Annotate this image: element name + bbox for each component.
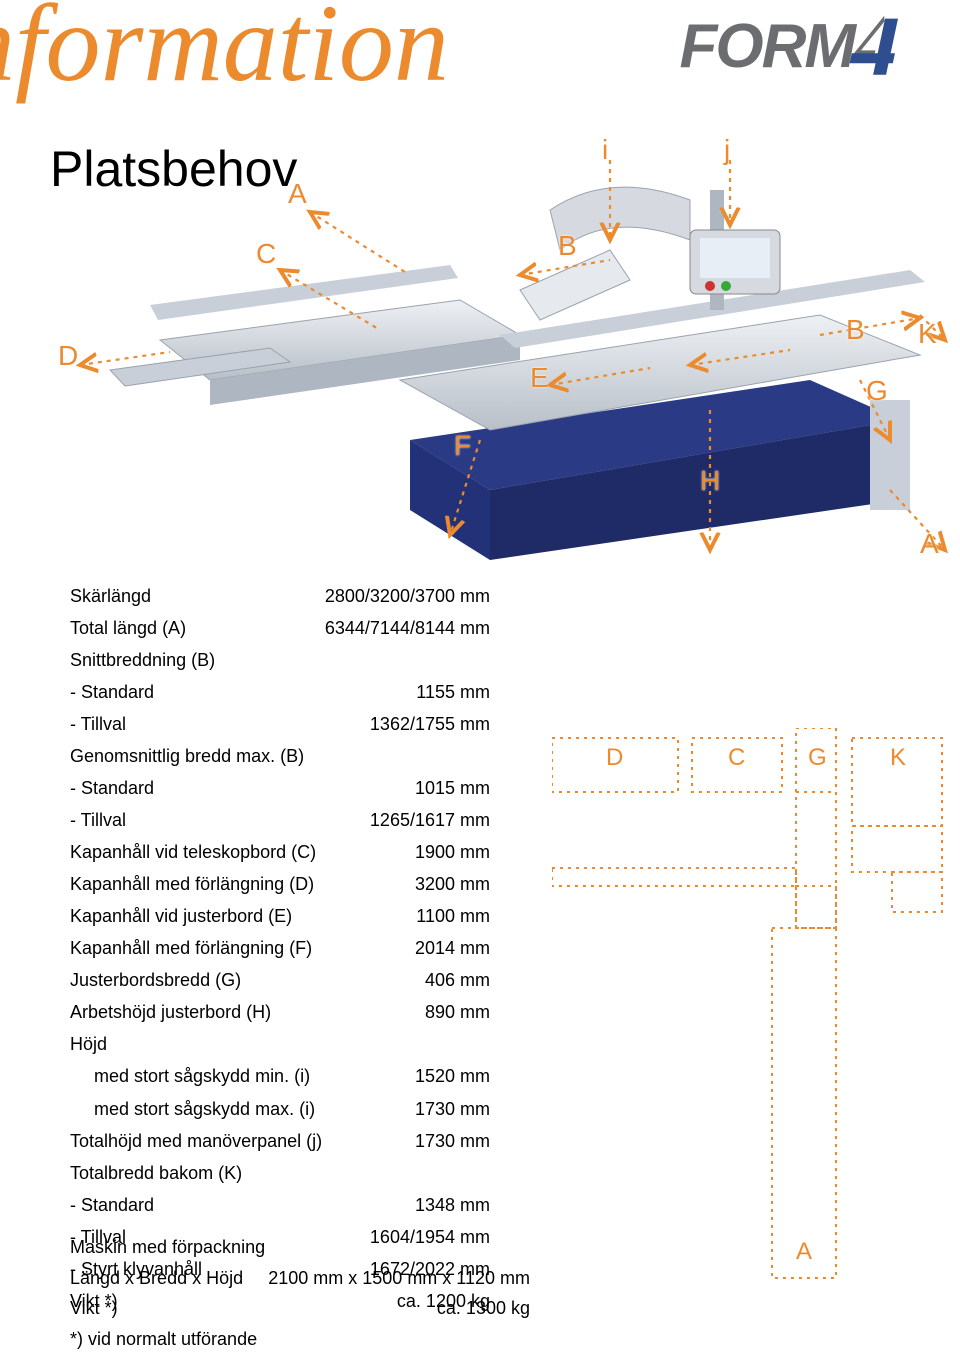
spec-label: Höjd — [70, 1028, 107, 1060]
spec-label: Arbetshöjd justerbord (H) — [70, 996, 271, 1028]
packing-value: 2100 mm x 1500 mm x 1120 mm — [268, 1263, 530, 1294]
dim-label-H: H — [700, 465, 720, 497]
dim-label-A-bottom: A — [920, 528, 939, 560]
spec-label: Total längd (A) — [70, 612, 186, 644]
spec-value: 1520 mm — [415, 1060, 490, 1092]
fp-label-C: C — [728, 744, 745, 772]
spec-row: - Standard 1015 mm — [70, 772, 490, 804]
spec-row: Kapanhåll med förlängning (D) 3200 mm — [70, 868, 490, 900]
brand-logo: FORM — [679, 10, 920, 82]
spec-value: 1100 mm — [416, 900, 490, 932]
fp-label-A: A — [796, 1238, 812, 1266]
packing-info: Maskin med förpackning Längd x Bredd x H… — [70, 1232, 530, 1354]
spec-row: - Tillval 1362/1755 mm — [70, 708, 490, 740]
spec-label: Totalbredd bakom (K) — [70, 1157, 242, 1189]
packing-title: Maskin med förpackning — [70, 1232, 530, 1263]
spec-value: 1900 mm — [415, 836, 490, 868]
spec-label: - Standard — [70, 676, 154, 708]
spec-value: 3200 mm — [415, 868, 490, 900]
spec-row: Totalbredd bakom (K) — [70, 1157, 490, 1189]
logo-text: FORM — [679, 11, 854, 82]
dim-label-B: B — [846, 314, 865, 346]
spec-row: Snittbreddning (B) — [70, 644, 490, 676]
dim-label-E: E — [530, 362, 549, 394]
dim-label-B-mid: B — [558, 230, 577, 262]
spec-label: med stort sågskydd min. (i) — [70, 1060, 310, 1092]
packing-row: Vikt *) ca. 1300 kg — [70, 1293, 530, 1324]
spec-row: Total längd (A) 6344/7144/8144 mm — [70, 612, 490, 644]
specs-table: Skärlängd2800/3200/3700 mmTotal längd (A… — [70, 580, 490, 1317]
spec-label: Kapanhåll med förlängning (F) — [70, 932, 312, 964]
spec-label: Kapanhåll med förlängning (D) — [70, 868, 314, 900]
spec-row: - Tillval 1265/1617 mm — [70, 804, 490, 836]
fp-label-G: G — [808, 744, 827, 772]
spec-row: Genomsnittlig bredd max. (B) — [70, 740, 490, 772]
packing-value: ca. 1300 kg — [437, 1293, 530, 1324]
spec-row: Kapanhåll vid teleskopbord (C) 1900 mm — [70, 836, 490, 868]
spec-row: Totalhöjd med manöverpanel (j) 1730 mm — [70, 1125, 490, 1157]
packing-label: Längd x Bredd x Höjd — [70, 1263, 243, 1294]
spec-row: Justerbordsbredd (G) 406 mm — [70, 964, 490, 996]
spec-row: Kapanhåll med förlängning (F) 2014 mm — [70, 932, 490, 964]
dim-label-i: i — [602, 134, 608, 166]
spec-label: - Standard — [70, 772, 154, 804]
spec-label: Kapanhåll vid teleskopbord (C) — [70, 836, 316, 868]
spec-value: 890 mm — [425, 996, 490, 1028]
spec-row: Arbetshöjd justerbord (H) 890 mm — [70, 996, 490, 1028]
spec-row: Kapanhåll vid justerbord (E) 1100 mm — [70, 900, 490, 932]
machine-body — [110, 187, 925, 560]
spec-value: 1362/1755 mm — [370, 708, 490, 740]
packing-footnote: *) vid normalt utförande — [70, 1324, 530, 1354]
spec-value: 2014 mm — [415, 932, 490, 964]
packing-row: Längd x Bredd x Höjd 2100 mm x 1500 mm x… — [70, 1263, 530, 1294]
dim-label-F: F — [454, 430, 471, 462]
dim-label-K: K — [918, 318, 937, 350]
dim-label-C: C — [256, 238, 276, 270]
footprint-diagram: D C G K A — [552, 728, 950, 1288]
spec-label: Justerbordsbredd (G) — [70, 964, 241, 996]
spec-row: med stort sågskydd max. (i) 1730 mm — [70, 1093, 490, 1125]
dim-label-D: D — [58, 340, 78, 372]
fp-label-K: K — [890, 744, 906, 772]
spec-label: - Tillval — [70, 708, 126, 740]
dim-label-G: G — [866, 375, 888, 407]
spec-label: - Standard — [70, 1189, 154, 1221]
spec-value: 2800/3200/3700 mm — [325, 580, 490, 612]
spec-value: 1015 mm — [415, 772, 490, 804]
machine-diagram: A C D i j B E F H B K G A — [50, 140, 950, 560]
footprint-svg — [552, 728, 950, 1288]
spec-row: med stort sågskydd min. (i) 1520 mm — [70, 1060, 490, 1092]
spec-value: 406 mm — [425, 964, 490, 996]
spec-row: - Standard 1348 mm — [70, 1189, 490, 1221]
spec-value: 1730 mm — [415, 1093, 490, 1125]
logo-4-icon — [848, 10, 920, 82]
spec-label: Skärlängd — [70, 580, 151, 612]
spec-row: Skärlängd 2800/3200/3700 mm — [70, 580, 490, 612]
spec-label: Totalhöjd med manöverpanel (j) — [70, 1125, 322, 1157]
spec-row: - Standard 1155 mm — [70, 676, 490, 708]
spec-label: Snittbreddning (B) — [70, 644, 215, 676]
spec-value: 1155 mm — [416, 676, 490, 708]
spec-label: - Tillval — [70, 804, 126, 836]
spec-label: Genomsnittlig bredd max. (B) — [70, 740, 304, 772]
dim-label-A-top: A — [288, 178, 307, 210]
spec-value: 1348 mm — [415, 1189, 490, 1221]
spec-value: 6344/7144/8144 mm — [325, 612, 490, 644]
spec-value: 1730 mm — [415, 1125, 490, 1157]
page-title-script: nformation — [0, 0, 449, 107]
dim-label-j: j — [724, 134, 730, 166]
spec-label: Kapanhåll vid justerbord (E) — [70, 900, 292, 932]
packing-label: Vikt *) — [70, 1293, 118, 1324]
spec-label: med stort sågskydd max. (i) — [70, 1093, 315, 1125]
spec-row: Höjd — [70, 1028, 490, 1060]
machine-illustration — [50, 140, 950, 580]
fp-label-D: D — [606, 744, 623, 772]
spec-value: 1265/1617 mm — [370, 804, 490, 836]
